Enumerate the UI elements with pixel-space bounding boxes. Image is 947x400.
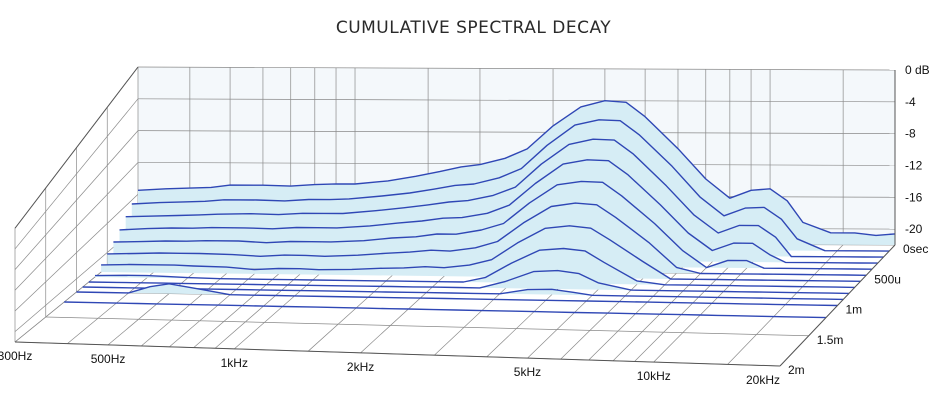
wall-gridline-horizontal: [137, 98, 896, 103]
chart-title: CUMULATIVE SPECTRAL DECAY: [335, 18, 612, 38]
x-tick-label: 20kHz: [746, 373, 780, 387]
decay-slice-line: [101, 225, 861, 282]
x-tick-label: 5kHz: [514, 365, 541, 379]
front-edge: [14, 341, 781, 367]
x-tick-label: 2kHz: [347, 360, 374, 374]
decay-slice-line: [131, 119, 890, 252]
right-edge: [779, 244, 896, 367]
decay-slice-line: [82, 286, 844, 301]
x-tick-label: 500Hz: [91, 352, 126, 366]
y-tick-label: -12: [905, 158, 923, 172]
decay-slice-line: [88, 269, 850, 295]
y-tick-label: -20: [905, 222, 923, 236]
z-tick-label: 1.5m: [817, 333, 844, 347]
decay-slice-line: [94, 247, 855, 289]
decay-slice-line: [119, 159, 878, 264]
y-tick-label: 0 dB: [905, 63, 930, 77]
decay-slice-line: [64, 301, 827, 319]
decay-slice-fill: [113, 181, 872, 270]
decay-slice-line: [76, 283, 838, 307]
decay-slice-fill: [107, 203, 867, 276]
decay-series-group: [64, 100, 896, 319]
tick-labels: 300Hz 500Hz 1kHz 2kHz 5kHz 10kHz 20kHz 0 dB -4 -8…: [0, 63, 930, 387]
decay-slice-fill: [101, 225, 861, 282]
chart-front-edges: [14, 66, 896, 367]
z-tick-label: 2m: [788, 363, 805, 377]
x-tick-label: 1kHz: [221, 356, 248, 370]
z-tick-label: 500u: [874, 272, 901, 286]
x-tick-label: 300Hz: [0, 349, 32, 363]
y-tick-label: -4: [905, 95, 916, 109]
floor-gridline: [45, 316, 809, 337]
y-tick-label: -16: [905, 190, 923, 204]
decay-slice-line: [113, 180, 873, 270]
left-top-edge: [14, 66, 139, 229]
wall-gridline-horizontal: [137, 130, 896, 134]
decay-slice-line: [107, 202, 867, 276]
decay-slice-fill: [119, 159, 878, 264]
decay-slice-line: [137, 100, 896, 237]
y-tick-label: -8: [905, 127, 916, 141]
z-tick-label: 1m: [846, 303, 863, 317]
wall-gridline-horizontal: [137, 66, 896, 71]
x-tick-label: 10kHz: [637, 369, 671, 383]
z-tick-label: 0sec: [903, 242, 928, 256]
decay-slice-line: [125, 138, 884, 258]
